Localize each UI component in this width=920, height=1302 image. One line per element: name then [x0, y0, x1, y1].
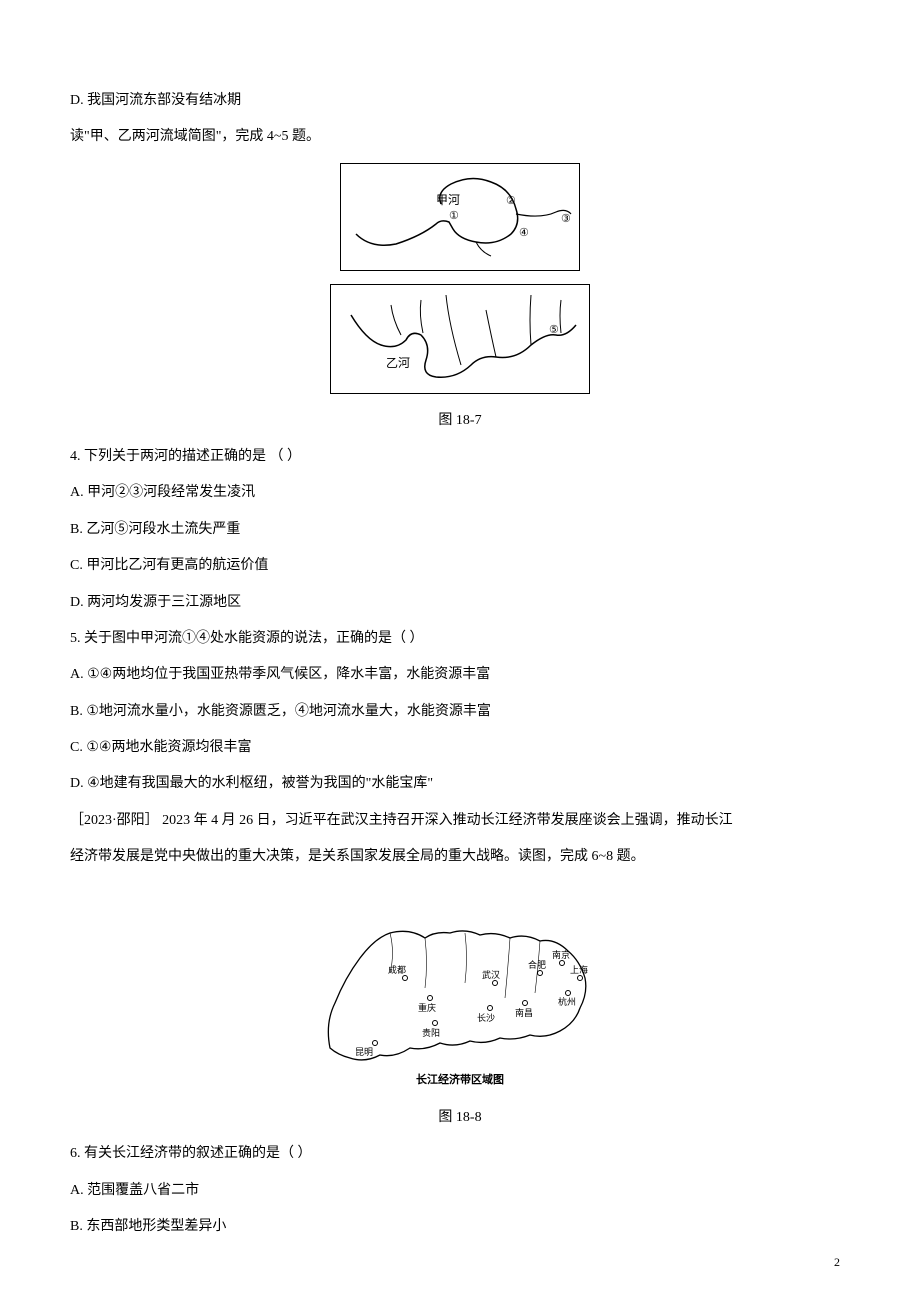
marker-5: ⑤ [549, 324, 559, 336]
page-number: 2 [834, 1253, 840, 1272]
marker-2: ② [506, 195, 516, 207]
q5-option-d: D. ④地建有我国最大的水利枢纽，被誉为我国的"水能宝库" [70, 773, 850, 795]
prev-option-d: D. 我国河流东部没有结冰期 [70, 90, 850, 112]
city-kunming: 昆明 [355, 1047, 373, 1057]
q6-option-b: B. 东西部地形类型差异小 [70, 1216, 850, 1238]
q6-stem: 6. 有关长江经济带的叙述正确的是（ ） [70, 1143, 850, 1165]
city-hefei: 合肥 [528, 959, 546, 970]
q6-option-a: A. 范围覆盖八省二市 [70, 1180, 850, 1202]
city-shanghai: 上海 [570, 964, 588, 975]
q5-option-a: A. ①④两地均位于我国亚热带季风气候区，降水丰富，水能资源丰富 [70, 664, 850, 686]
q4-option-b: B. 乙河⑤河段水土流失严重 [70, 519, 850, 541]
city-chengdu: 成都 [388, 964, 406, 975]
city-chongqing: 重庆 [418, 1002, 436, 1013]
label-yi: 乙河 [386, 356, 410, 370]
fig-18-8-caption: 图 18-8 [70, 1107, 850, 1129]
q5-option-b: B. ①地河流水量小，水能资源匮乏，④地河流水量大，水能资源丰富 [70, 701, 850, 723]
marker-1: ① [449, 210, 459, 222]
city-wuhan: 武汉 [482, 969, 500, 980]
changjiang-economic-map: 成都 重庆 贵阳 昆明 武汉 长沙 南昌 合肥 南京 上海 杭州 长江经济带区域… [310, 883, 610, 1093]
intro-q6-8-line2: 经济带发展是党中央做出的重大决策，是关系国家发展全局的重大战略。读图，完成 6~… [70, 846, 850, 868]
city-guiyang: 贵阳 [422, 1027, 440, 1038]
q4-option-c: C. 甲河比乙河有更高的航运价值 [70, 555, 850, 577]
city-nanchang: 南昌 [515, 1007, 533, 1018]
fig-18-7-caption: 图 18-7 [70, 410, 850, 432]
intro-q4-5: 读"甲、乙两河流域简图"，完成 4~5 题。 [70, 126, 850, 148]
q4-option-d: D. 两河均发源于三江源地区 [70, 592, 850, 614]
river-jia-map: 甲河 ① ② ③ ④ [341, 164, 581, 272]
figure-18-8: 成都 重庆 贵阳 昆明 武汉 长沙 南昌 合肥 南京 上海 杭州 长江经济带区域… [70, 883, 850, 1101]
label-jia: 甲河 [436, 193, 460, 207]
city-changsha: 长沙 [477, 1012, 495, 1023]
q5-option-c: C. ①④两地水能资源均很丰富 [70, 737, 850, 759]
figure-18-7: 甲河 ① ② ③ ④ 乙河 ⑤ [70, 163, 850, 404]
q5-stem: 5. 关于图中甲河流①④处水能资源的说法，正确的是（ ） [70, 628, 850, 650]
city-hangzhou: 杭州 [558, 996, 576, 1007]
q4-option-a: A. 甲河②③河段经常发生凌汛 [70, 482, 850, 504]
q4-stem: 4. 下列关于两河的描述正确的是 （ ） [70, 446, 850, 468]
city-nanjing: 南京 [552, 949, 570, 960]
marker-4: ④ [519, 227, 529, 239]
river-yi-map: 乙河 ⑤ [331, 285, 591, 395]
intro-q6-8-line1: ［2023·邵阳］ 2023 年 4 月 26 日，习近平在武汉主持召开深入推动… [70, 810, 850, 832]
fig188-title: 长江经济带区域图 [416, 1072, 504, 1086]
marker-3: ③ [561, 213, 571, 225]
